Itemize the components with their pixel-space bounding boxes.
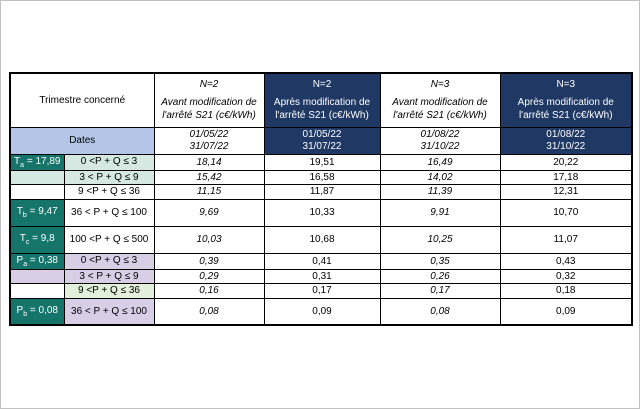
value-n2-avant: 15,42 <box>153 169 265 185</box>
date-range-n3-avant: 01/08/22 31/10/22 <box>379 126 501 155</box>
date-start: 01/08/22 <box>546 128 586 140</box>
value-n3-apres: 12,31 <box>499 184 633 200</box>
value-n3-avant: 11,39 <box>379 184 501 200</box>
header-n-label: N=3 <box>556 78 576 90</box>
header-desc-line2: l'arrêté S21 (c€/kWh) <box>393 109 487 121</box>
date-range-n2-apres: 01/05/22 31/07/22 <box>263 126 381 155</box>
value-n2-avant: 0,16 <box>153 283 265 299</box>
value-n3-apres: 0,18 <box>499 283 633 299</box>
header-n-label: N=3 <box>430 78 450 90</box>
value-n2-apres: 0,41 <box>263 252 381 270</box>
date-start: 01/05/22 <box>189 128 229 140</box>
value-n2-avant: 9,69 <box>153 198 265 227</box>
header-n-label: N=2 <box>312 78 332 90</box>
table-row: 3 < P + Q ≤ 9 15,42 16,58 14,02 17,18 <box>9 169 633 185</box>
dates-header: Dates <box>9 126 155 155</box>
date-end: 31/07/22 <box>189 140 229 152</box>
value-n3-apres: 0,09 <box>499 297 633 326</box>
value-n3-avant: 0,26 <box>379 268 501 284</box>
date-end: 31/10/22 <box>546 140 586 152</box>
table-row: Pb = 0,08 36 < P + Q ≤ 100 0,08 0,09 0,0… <box>9 297 633 326</box>
date-range-n2-avant: 01/05/22 31/07/22 <box>153 126 265 155</box>
value-n3-avant: 16,49 <box>379 153 501 171</box>
power-range: 3 < P + Q ≤ 9 <box>63 169 155 185</box>
group-label-tc: Tc = 9,8 <box>9 225 65 254</box>
value-n2-avant: 0,08 <box>153 297 265 326</box>
value-n2-apres: 0,17 <box>263 283 381 299</box>
power-range: 0 <P + Q ≤ 3 <box>63 153 155 171</box>
table-row: 9 <P + Q ≤ 36 11,15 11,87 11,39 12,31 <box>9 184 633 200</box>
value-n3-apres: 11,07 <box>499 225 633 254</box>
group-label-empty <box>9 283 65 299</box>
date-end: 31/10/22 <box>420 140 460 152</box>
header-desc-line2: l'arrêté S21 (c€/kWh) <box>162 109 256 121</box>
value-n3-apres: 0,43 <box>499 252 633 270</box>
group-label-empty <box>9 184 65 200</box>
power-range: 36 < P + Q ≤ 100 <box>63 297 155 326</box>
value-n2-apres: 10,33 <box>263 198 381 227</box>
power-range: 9 <P + Q ≤ 36 <box>63 184 155 200</box>
header-desc-line1: Après modification de <box>517 97 614 108</box>
value-n2-avant: 0,29 <box>153 268 265 284</box>
table-row: Tb = 9,47 36 < P + Q ≤ 100 9,69 10,33 9,… <box>9 198 633 227</box>
value-n3-avant: 0,35 <box>379 252 501 270</box>
header-n3-avant: N=3 Avant modification de l'arrêté S21 (… <box>379 72 501 128</box>
header-desc-line1: Après modification de <box>273 97 371 108</box>
header-desc-line2: l'arrêté S21 (c€/kWh) <box>275 109 369 121</box>
date-start: 01/05/22 <box>302 128 342 140</box>
value-n2-avant: 11,15 <box>153 184 265 200</box>
power-range: 100 <P + Q ≤ 500 <box>63 225 155 254</box>
value-n2-apres: 19,51 <box>263 153 381 171</box>
value-n2-avant: 0,39 <box>153 252 265 270</box>
table-row: Tc = 9,8 100 <P + Q ≤ 500 10,03 10,68 10… <box>9 225 633 254</box>
value-n3-avant: 14,02 <box>379 169 501 185</box>
power-range: 36 < P + Q ≤ 100 <box>63 198 155 227</box>
group-label-empty <box>9 268 65 284</box>
value-n3-avant: 0,08 <box>379 297 501 326</box>
header-n3-apres: N=3 Après modification de l'arrêté S21 (… <box>499 72 633 128</box>
table-row: 9 <P + Q ≤ 36 0,16 0,17 0,17 0,18 <box>9 283 633 299</box>
group-label-pb: Pb = 0,08 <box>9 297 65 326</box>
value-n2-apres: 10,68 <box>263 225 381 254</box>
value-n3-avant: 10,25 <box>379 225 501 254</box>
table-row: Ta = 17,89 0 <P + Q ≤ 3 18,14 19,51 16,4… <box>9 153 633 171</box>
group-label-empty <box>9 169 65 185</box>
power-range: 3 < P + Q ≤ 9 <box>63 268 155 284</box>
tariff-table: Trimestre concerné N=2 Avant modificatio… <box>9 72 633 326</box>
corner-header: Trimestre concerné <box>9 72 155 128</box>
header-desc-line1: Avant modification de <box>161 97 257 108</box>
header-desc-line1: Avant modification de <box>392 97 488 108</box>
group-label-tb: Tb = 9,47 <box>9 198 65 227</box>
header-desc-line2: l'arrêté S21 (c€/kWh) <box>518 109 613 121</box>
value-n2-avant: 18,14 <box>153 153 265 171</box>
value-n3-apres: 10,70 <box>499 198 633 227</box>
date-range-n3-apres: 01/08/22 31/10/22 <box>499 126 633 155</box>
group-label-ta: Ta = 17,89 <box>9 153 65 171</box>
value-n3-apres: 20,22 <box>499 153 633 171</box>
header-n2-avant: N=2 Avant modification de l'arrêté S21 (… <box>153 72 265 128</box>
date-start: 01/08/22 <box>420 128 460 140</box>
value-n3-avant: 9,91 <box>379 198 501 227</box>
header-n2-apres: N=2 Après modification de l'arrêté S21 (… <box>263 72 381 128</box>
power-range: 9 <P + Q ≤ 36 <box>63 283 155 299</box>
value-n2-apres: 0,09 <box>263 297 381 326</box>
group-label-pa: Pa = 0,38 <box>9 252 65 270</box>
header-n-label: N=2 <box>199 78 219 90</box>
table-row: Pa = 0,38 0 <P + Q ≤ 3 0,39 0,41 0,35 0,… <box>9 252 633 270</box>
value-n2-apres: 0,31 <box>263 268 381 284</box>
value-n3-apres: 0,32 <box>499 268 633 284</box>
value-n2-apres: 11,87 <box>263 184 381 200</box>
value-n3-apres: 17,18 <box>499 169 633 185</box>
value-n2-apres: 16,58 <box>263 169 381 185</box>
power-range: 0 <P + Q ≤ 3 <box>63 252 155 270</box>
table-row: 3 < P + Q ≤ 9 0,29 0,31 0,26 0,32 <box>9 268 633 284</box>
value-n2-avant: 10,03 <box>153 225 265 254</box>
date-end: 31/07/22 <box>302 140 342 152</box>
value-n3-avant: 0,17 <box>379 283 501 299</box>
